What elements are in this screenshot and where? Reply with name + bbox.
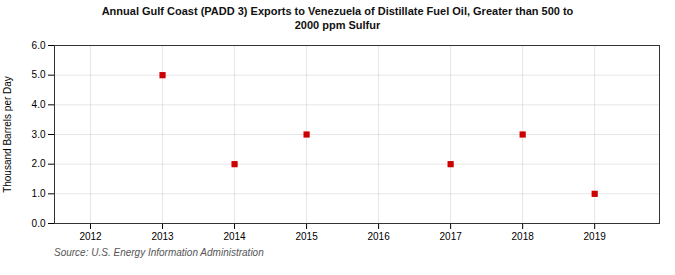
svg-text:2014: 2014 xyxy=(223,230,246,241)
html-text:Annual Gulf Coast (PADD 3) Exp: Annual Gulf Coast (PADD 3) Exports to Ve… xyxy=(101,5,574,32)
svg-text:2019: 2019 xyxy=(584,230,607,241)
html-text:Source: U.S. Energy Informatio: Source: U.S. Energy Information Administ… xyxy=(54,246,264,258)
svg-text:6.0: 6.0 xyxy=(32,39,46,50)
svg-text:Thousand Barrels per Day: Thousand Barrels per Day xyxy=(2,76,13,193)
svg-text:1.0: 1.0 xyxy=(32,188,46,199)
svg-text:2.0: 2.0 xyxy=(32,158,46,169)
svg-text:0.0: 0.0 xyxy=(32,217,46,228)
svg-text:2015: 2015 xyxy=(295,230,318,241)
svg-text:2018: 2018 xyxy=(512,230,535,241)
svg-text:2012: 2012 xyxy=(79,230,102,241)
svg-text:2016: 2016 xyxy=(367,230,390,241)
svg-text:5.0: 5.0 xyxy=(32,69,46,80)
svg-text:2017: 2017 xyxy=(440,230,463,241)
svg-text:3.0: 3.0 xyxy=(32,128,46,139)
svg-text:2013: 2013 xyxy=(151,230,174,241)
svg-text:4.0: 4.0 xyxy=(32,99,46,110)
